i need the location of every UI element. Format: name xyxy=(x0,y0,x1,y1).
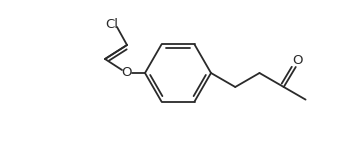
Text: Cl: Cl xyxy=(105,18,118,30)
Text: O: O xyxy=(292,54,303,68)
Text: O: O xyxy=(122,66,132,80)
